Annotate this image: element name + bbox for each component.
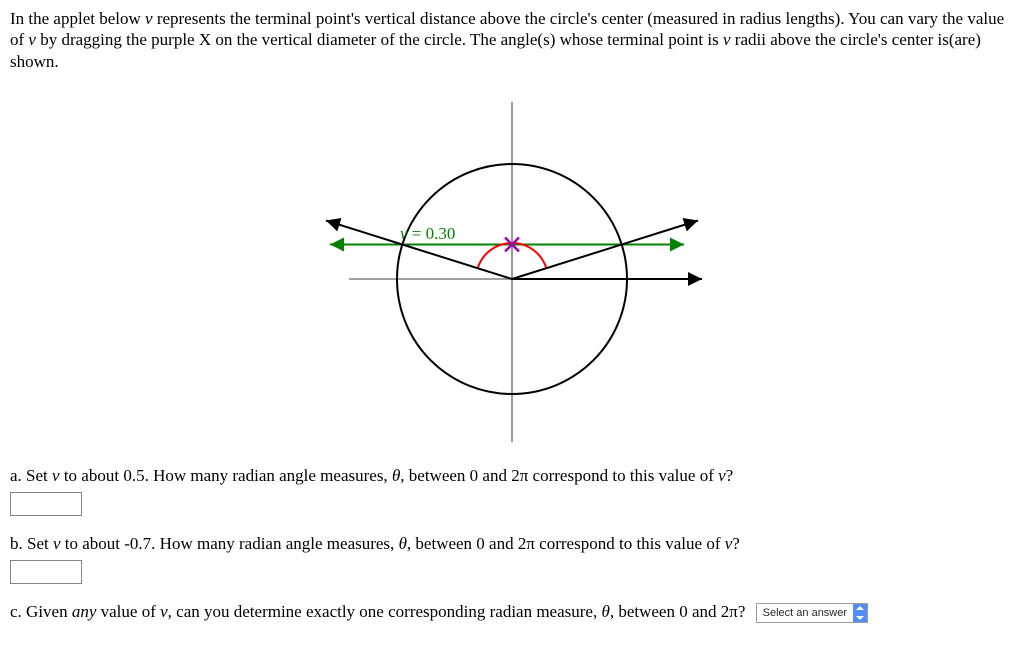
qc-any: any <box>72 602 97 621</box>
question-a: a. Set v to about 0.5. How many radian a… <box>10 466 1014 516</box>
intro-t1: In the applet below <box>10 9 145 28</box>
qa-end: ? <box>726 466 734 485</box>
qc-post: , between 0 and 2π? <box>610 602 750 621</box>
qa-v: v <box>52 466 60 485</box>
answer-a-input[interactable] <box>10 492 82 516</box>
qc-pre: c. Given <box>10 602 72 621</box>
qb-v: v <box>53 534 61 553</box>
qa-v2: v <box>718 466 726 485</box>
qb-pre: b. Set <box>10 534 53 553</box>
diagram-container: v = 0.30 <box>10 84 1014 444</box>
question-c: c. Given any value of v, can you determi… <box>10 602 1014 623</box>
select-label: Select an answer <box>763 607 853 619</box>
intro-paragraph: In the applet below v represents the ter… <box>10 8 1014 72</box>
qb-end: ? <box>732 534 740 553</box>
qc-v: v <box>160 602 168 621</box>
chevron-updown-icon[interactable] <box>853 604 867 622</box>
qa-mid: to about 0.5. How many radian angle meas… <box>60 466 392 485</box>
qc-mid1: value of <box>96 602 160 621</box>
v-value-label: v = 0.30 <box>400 224 455 243</box>
answer-c-select[interactable]: Select an answer <box>756 603 868 623</box>
answer-b-input[interactable] <box>10 560 82 584</box>
qb-theta: θ <box>399 534 407 553</box>
question-b: b. Set v to about -0.7. How many radian … <box>10 534 1014 584</box>
qc-theta: θ <box>601 602 609 621</box>
qb-post: , between 0 and 2π correspond to this va… <box>407 534 725 553</box>
qa-post: , between 0 and 2π correspond to this va… <box>400 466 718 485</box>
intro-v1: v <box>145 9 153 28</box>
intro-v2: v <box>28 30 36 49</box>
qc-mid2: , can you determine exactly one correspo… <box>168 602 602 621</box>
intro-v3: v <box>723 30 731 49</box>
unit-circle-diagram[interactable]: v = 0.30 <box>272 84 752 444</box>
qa-pre: a. Set <box>10 466 52 485</box>
intro-t3: by dragging the purple X on the vertical… <box>36 30 723 49</box>
qb-mid: to about -0.7. How many radian angle mea… <box>61 534 399 553</box>
